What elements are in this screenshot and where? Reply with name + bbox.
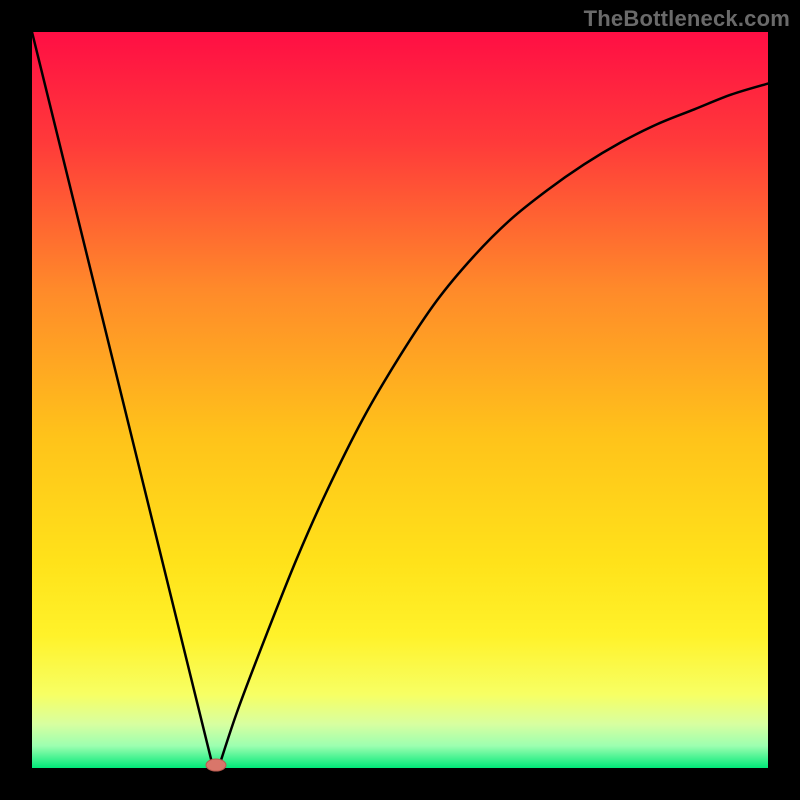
bottleneck-curve <box>32 32 768 768</box>
curve-left-branch <box>32 32 212 764</box>
watermark-text: TheBottleneck.com <box>584 6 790 32</box>
minimum-marker <box>206 759 226 771</box>
curve-right-branch <box>220 84 768 765</box>
plot-frame <box>32 32 768 768</box>
